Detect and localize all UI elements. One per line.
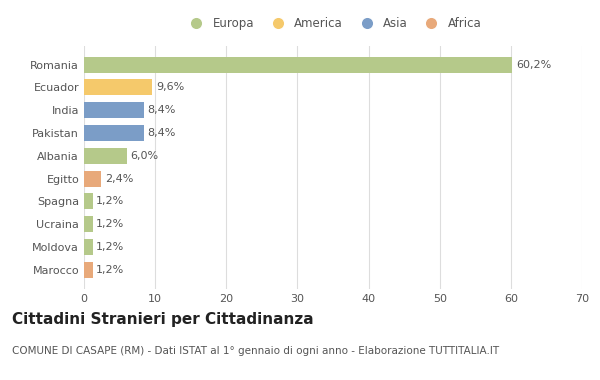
Text: COMUNE DI CASAPE (RM) - Dati ISTAT al 1° gennaio di ogni anno - Elaborazione TUT: COMUNE DI CASAPE (RM) - Dati ISTAT al 1°… (12, 346, 499, 356)
Text: 60,2%: 60,2% (516, 60, 551, 70)
Bar (84, 193, 92, 209)
Bar (84, 125, 144, 141)
Text: 2,4%: 2,4% (104, 174, 133, 184)
Text: 6,0%: 6,0% (130, 151, 158, 161)
Bar (84, 79, 152, 95)
Text: 8,4%: 8,4% (148, 128, 176, 138)
Text: 1,2%: 1,2% (96, 265, 124, 275)
Text: Cittadini Stranieri per Cittadinanza: Cittadini Stranieri per Cittadinanza (12, 312, 314, 326)
Text: 8,4%: 8,4% (148, 105, 176, 115)
Bar (84, 262, 92, 278)
Bar (84, 171, 101, 187)
Bar (84, 239, 92, 255)
Bar (84, 216, 92, 232)
Text: 1,2%: 1,2% (96, 196, 124, 206)
Bar (84, 148, 127, 164)
Legend: Europa, America, Asia, Africa: Europa, America, Asia, Africa (179, 13, 487, 35)
Text: 1,2%: 1,2% (96, 219, 124, 229)
Bar (84, 102, 144, 118)
Text: 9,6%: 9,6% (156, 82, 184, 92)
Text: 1,2%: 1,2% (96, 242, 124, 252)
Bar (84, 57, 512, 73)
